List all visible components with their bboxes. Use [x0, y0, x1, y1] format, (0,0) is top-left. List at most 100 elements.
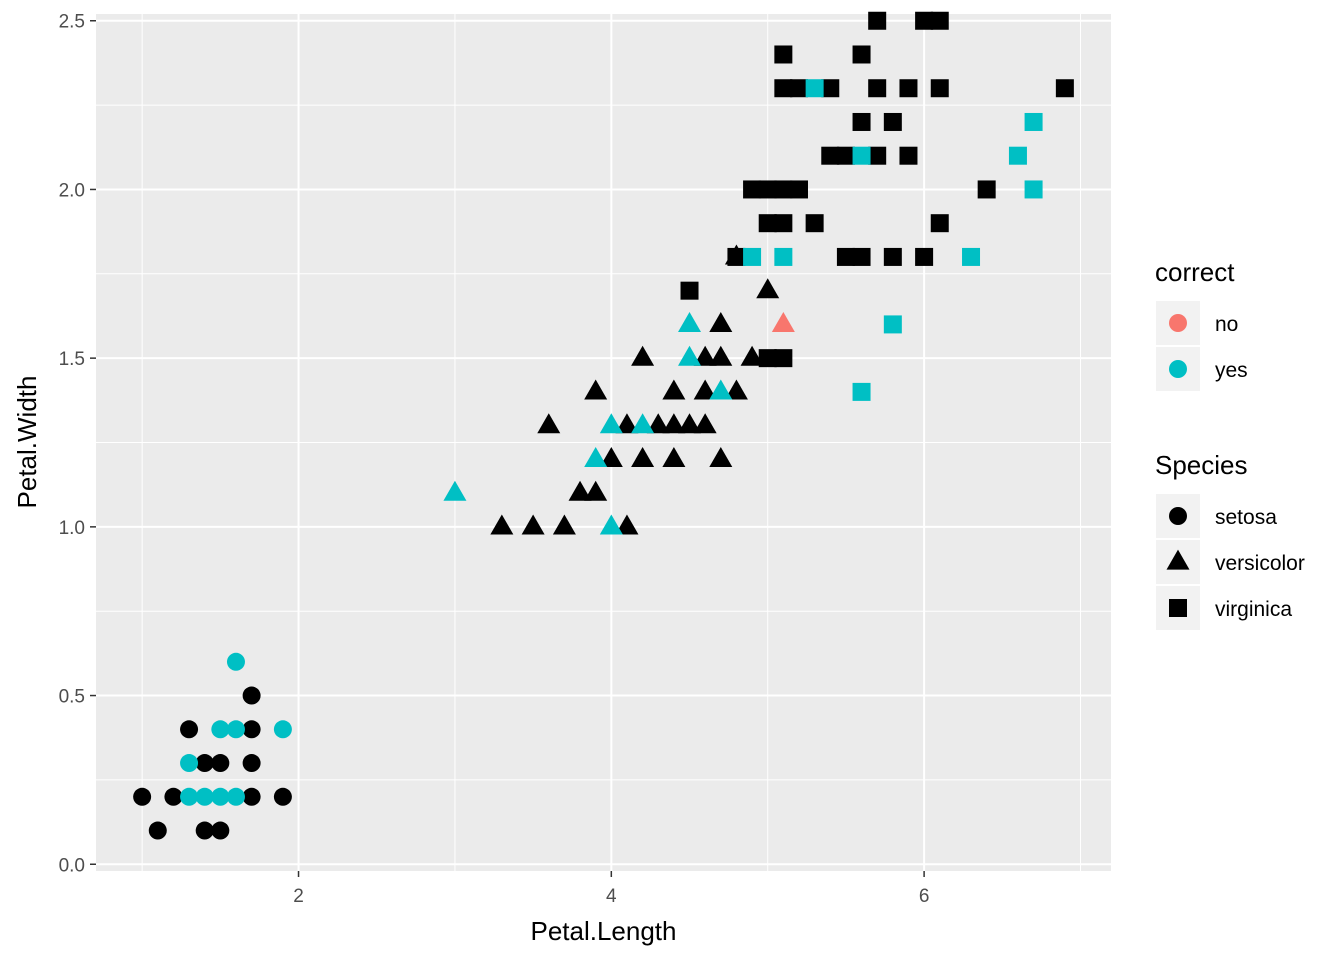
data-point-versicolor [599, 413, 623, 434]
data-point-virginica [1024, 180, 1043, 199]
x-axis-title: Petal.Length [530, 916, 676, 946]
data-point-virginica [1024, 112, 1043, 131]
data-point-virginica [930, 214, 949, 233]
x-axis: 2 4 6 [293, 871, 929, 907]
data-point-virginica [758, 180, 777, 199]
data-point-virginica [883, 112, 902, 131]
data-point-virginica [758, 349, 777, 368]
legend-key-setosa [1169, 507, 1187, 525]
data-point-virginica [727, 247, 746, 266]
data-point-setosa [180, 754, 199, 773]
data-point-setosa [226, 787, 245, 806]
data-point-setosa [180, 787, 199, 806]
data-point-virginica [774, 45, 793, 64]
data-point-versicolor [662, 446, 686, 467]
data-point-setosa [242, 686, 261, 705]
data-point-virginica [805, 79, 824, 98]
data-point-virginica [852, 146, 871, 165]
legend-key-versicolor [1166, 549, 1190, 570]
data-point-setosa [211, 754, 230, 773]
data-point-setosa [148, 821, 167, 840]
data-point-virginica [836, 146, 855, 165]
data-point-virginica [789, 180, 808, 199]
legend-key-no [1169, 314, 1187, 332]
data-point-virginica [977, 180, 996, 199]
data-point-setosa [226, 720, 245, 739]
data-point-versicolor [709, 312, 733, 333]
data-point-virginica [774, 214, 793, 233]
data-point-versicolor [756, 278, 780, 299]
data-point-versicolor [631, 446, 655, 467]
data-point-versicolor [568, 480, 592, 501]
data-points [133, 11, 1074, 840]
data-point-setosa [273, 787, 292, 806]
data-point-virginica [852, 112, 871, 131]
data-point-versicolor [662, 379, 686, 400]
data-point-versicolor [724, 379, 748, 400]
minor-gridlines [96, 14, 1111, 871]
data-point-versicolor [615, 514, 639, 535]
data-point-setosa [211, 787, 230, 806]
data-point-virginica [680, 281, 699, 300]
data-point-versicolor [740, 345, 764, 366]
data-point-virginica [1055, 79, 1074, 98]
data-point-versicolor [693, 413, 717, 434]
legend-label-versicolor: versicolor [1215, 552, 1305, 575]
data-point-virginica [868, 79, 887, 98]
data-point-versicolor [631, 413, 655, 434]
data-point-versicolor [615, 413, 639, 434]
data-point-setosa [242, 754, 261, 773]
data-point-versicolor [678, 413, 702, 434]
data-point-versicolor [599, 446, 623, 467]
data-point-virginica [868, 11, 887, 30]
data-point-virginica [774, 180, 793, 199]
legend-key-virginica [1169, 599, 1187, 617]
data-point-virginica [962, 247, 981, 266]
data-point-virginica [1008, 146, 1027, 165]
data-point-setosa [180, 720, 199, 739]
y-tick-label: 2.5 [59, 12, 85, 33]
data-point-versicolor [771, 312, 795, 333]
data-point-versicolor [678, 345, 702, 366]
data-point-virginica [915, 247, 934, 266]
legend: correct Species no yes setosa versicolor vir… [1155, 257, 1305, 630]
data-point-virginica [930, 79, 949, 98]
data-point-setosa [195, 821, 214, 840]
y-tick-label: 0.5 [59, 687, 85, 708]
legend-key-yes [1169, 360, 1187, 378]
data-point-virginica [758, 214, 777, 233]
data-point-virginica [883, 247, 902, 266]
data-point-versicolor [709, 379, 733, 400]
data-point-versicolor [631, 345, 655, 366]
data-point-virginica [805, 214, 824, 233]
legend-label-yes: yes [1215, 359, 1248, 382]
data-point-versicolor [537, 413, 561, 434]
data-point-virginica [743, 247, 762, 266]
major-gridlines [96, 14, 1111, 871]
data-point-setosa [273, 720, 292, 739]
legend-title-species: Species [1155, 450, 1248, 480]
data-point-versicolor [693, 345, 717, 366]
y-axis-title: Petal.Width [12, 376, 42, 509]
data-point-setosa [195, 787, 214, 806]
legend-label-no: no [1215, 313, 1238, 336]
x-tick-label: 6 [919, 886, 930, 907]
data-point-versicolor [678, 312, 702, 333]
data-point-versicolor [552, 514, 576, 535]
data-point-setosa [211, 720, 230, 739]
data-point-setosa [242, 787, 261, 806]
x-tick-label: 2 [293, 886, 304, 907]
data-point-versicolor [490, 514, 514, 535]
data-point-setosa [226, 652, 245, 671]
data-point-versicolor [693, 379, 717, 400]
data-point-virginica [743, 180, 762, 199]
data-point-virginica [774, 247, 793, 266]
data-point-virginica [774, 349, 793, 368]
data-point-setosa [164, 787, 183, 806]
x-tick-label: 4 [606, 886, 617, 907]
data-point-virginica [915, 11, 934, 30]
data-point-versicolor [646, 413, 670, 434]
data-point-virginica [821, 79, 840, 98]
legend-label-setosa: setosa [1215, 506, 1277, 529]
